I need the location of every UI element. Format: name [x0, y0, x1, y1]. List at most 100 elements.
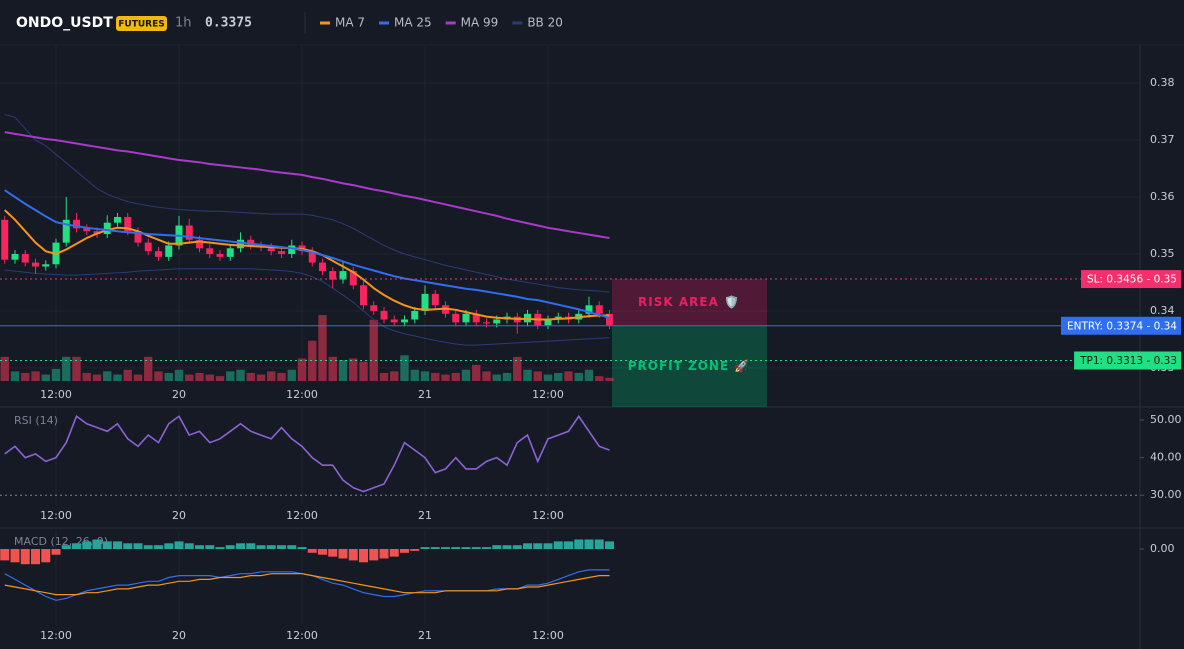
histogram-bar	[441, 547, 450, 549]
candle-body	[319, 262, 326, 272]
candle-body	[595, 305, 603, 314]
x-tick-label: 12:00	[286, 629, 318, 642]
histogram-bar	[20, 549, 30, 565]
candle-body	[606, 313, 613, 326]
y-tick-label: 0.35	[1150, 247, 1175, 260]
candle-body	[360, 285, 367, 306]
level-label: SL: 0.3456 - 0.35	[1087, 274, 1177, 286]
histogram-bar	[297, 547, 307, 549]
histogram-bar	[236, 543, 245, 549]
candle-body	[483, 322, 490, 324]
badge: FUTURES	[118, 20, 164, 30]
histogram-bar	[61, 545, 71, 549]
candle-body	[339, 271, 347, 280]
volume-bar	[605, 377, 614, 381]
volume-bar	[113, 374, 122, 381]
histogram-bar	[369, 549, 379, 561]
histogram-bar	[543, 543, 553, 549]
volume-bar	[174, 369, 184, 381]
volume-bar	[390, 371, 399, 381]
volume-bar	[287, 369, 296, 381]
candle-body	[370, 305, 378, 311]
histogram-bar	[533, 543, 543, 549]
histogram-bar	[0, 549, 10, 561]
histogram-bar	[51, 549, 61, 555]
volume-bar	[10, 371, 20, 381]
histogram-bar	[410, 549, 420, 551]
volume-bar	[205, 374, 214, 381]
histogram-bar	[246, 543, 256, 549]
legend-label: MA 25	[394, 16, 432, 30]
x-tick-label: 21	[418, 629, 432, 642]
volume-bar	[62, 356, 71, 381]
candle-body	[206, 248, 214, 255]
histogram-bar	[123, 543, 133, 549]
x-tick-label: 20	[172, 629, 186, 642]
x-tick-label: 12:00	[40, 629, 72, 642]
x-tick-label: 21	[418, 388, 432, 401]
band-lower	[4, 268, 610, 346]
zone-label: PROFIT ZONE 🚀	[628, 359, 751, 373]
volume-bar	[82, 372, 91, 381]
histogram-bar	[102, 541, 112, 549]
candle-body	[308, 251, 316, 263]
volume-bar	[41, 374, 50, 381]
y-tick-label: 30.00	[1150, 488, 1182, 501]
candle-body	[329, 271, 337, 280]
histogram-bar	[451, 547, 461, 549]
candle-body	[11, 254, 19, 260]
candle-body	[1, 219, 9, 260]
candle-body	[196, 239, 203, 249]
candle-body	[493, 319, 501, 324]
histogram-bar	[133, 543, 143, 549]
legend-label: BB 20	[527, 16, 563, 30]
histogram-bar	[266, 545, 276, 549]
volume-bar	[246, 372, 255, 381]
volume-bar	[513, 356, 522, 381]
candle-body	[83, 228, 91, 232]
histogram-bar	[72, 543, 81, 549]
volume-bar	[574, 372, 583, 381]
histogram-bar	[605, 541, 614, 549]
histogram-bar	[328, 549, 338, 557]
histogram-bar	[10, 549, 20, 563]
x-tick-label: 20	[172, 388, 186, 401]
candle-body	[42, 264, 50, 267]
volume-bar	[554, 372, 563, 381]
volume-bar	[369, 319, 378, 381]
interval: 1h	[175, 16, 192, 31]
histogram-bar	[461, 547, 471, 549]
volume-bar	[154, 371, 163, 381]
volume-bar	[328, 356, 337, 381]
histogram-bar	[164, 543, 174, 549]
candle-body	[472, 313, 480, 323]
macd-line	[4, 573, 610, 596]
volume-bar	[492, 374, 501, 381]
histogram-bar	[287, 545, 297, 549]
x-tick-label: 20	[172, 509, 186, 522]
y-tick-label: 50.00	[1150, 413, 1182, 426]
volume-bar	[420, 371, 430, 381]
y-tick-label: 0.38	[1150, 76, 1175, 89]
x-tick-label: 12:00	[286, 388, 318, 401]
legend-label: MA 7	[335, 16, 365, 30]
volume-bar	[359, 361, 368, 381]
histogram-bar	[420, 547, 430, 549]
volume-bar	[226, 371, 235, 381]
volume-bar	[277, 372, 286, 381]
y-tick-label: 0.00	[1150, 542, 1175, 555]
histogram-bar	[389, 549, 399, 557]
histogram-bar	[205, 545, 215, 549]
volume-bar	[431, 372, 440, 381]
volume-bar	[533, 371, 542, 381]
candle-body	[216, 254, 224, 257]
volume-bar	[595, 376, 604, 381]
level-badge	[1060, 316, 1181, 335]
volume-bar	[472, 364, 481, 381]
candle-body	[390, 319, 398, 323]
histogram-bar	[553, 541, 563, 549]
volume-bar	[103, 371, 112, 381]
volume-bar	[256, 374, 266, 381]
